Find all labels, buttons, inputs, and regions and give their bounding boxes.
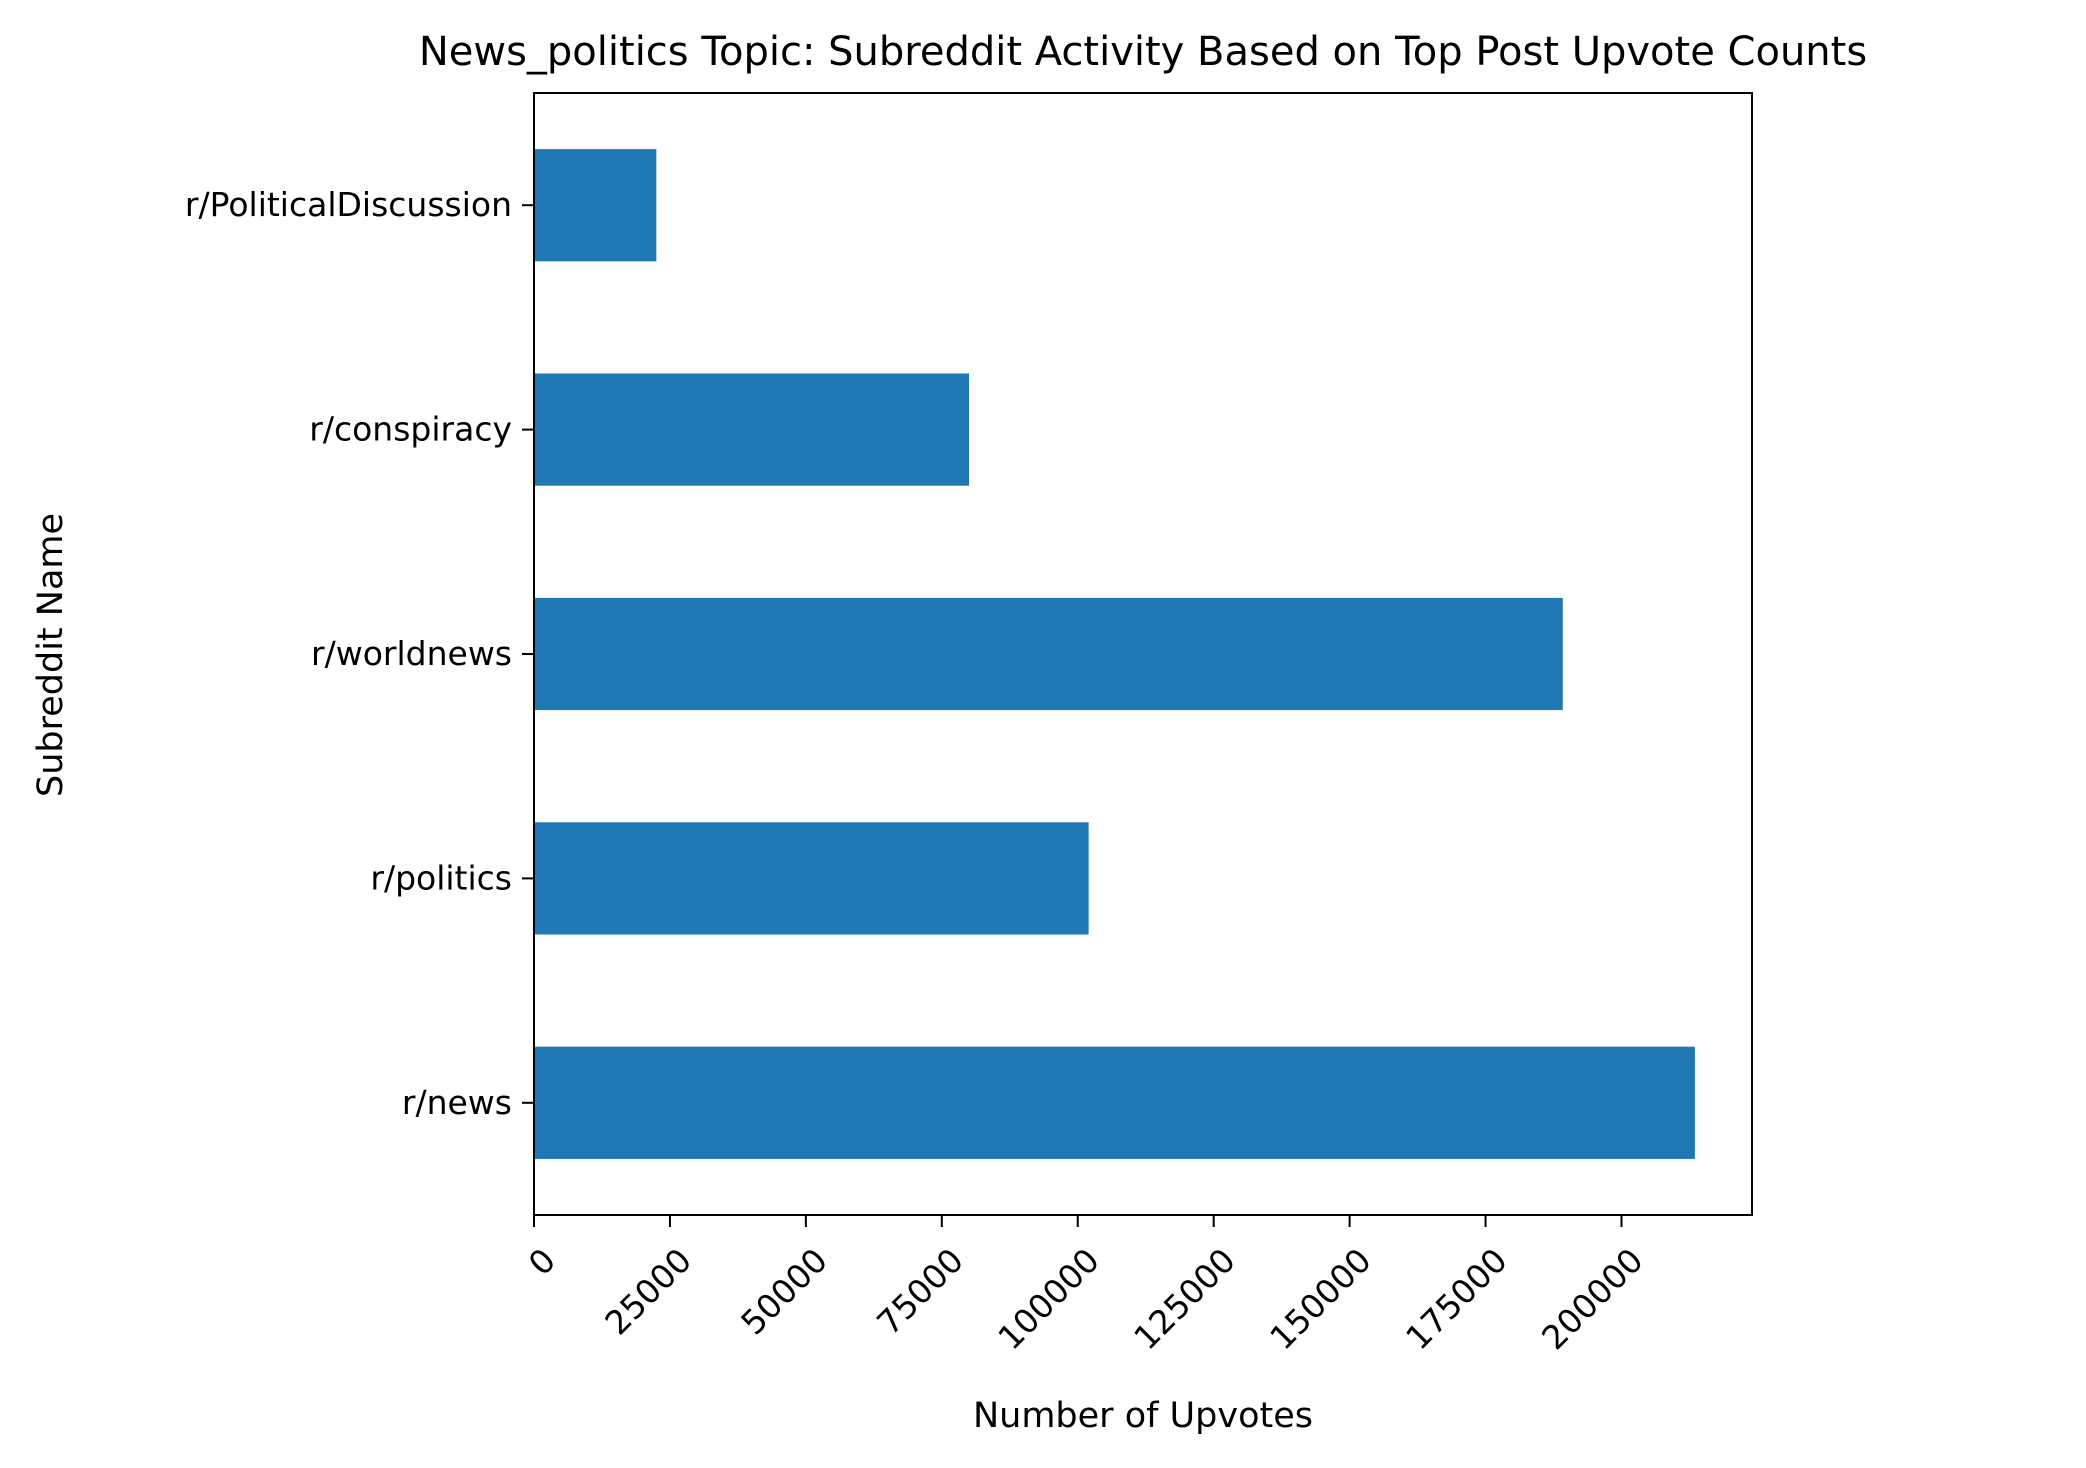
x-tick-label: 200000 — [1534, 1241, 1651, 1358]
x-tick-label: 75000 — [869, 1241, 971, 1343]
chart-title: News_politics Topic: Subreddit Activity … — [419, 29, 1867, 75]
x-tick-label: 0 — [521, 1241, 563, 1283]
bar-r-politics — [534, 822, 1089, 935]
y-tick-label: r/politics — [370, 858, 512, 897]
x-tick-label: 50000 — [733, 1241, 835, 1343]
bar-r-conspiracy — [534, 373, 969, 486]
x-tick-label: 25000 — [597, 1241, 699, 1343]
x-tick-label: 175000 — [1398, 1241, 1515, 1358]
y-axis-label: Subreddit Name — [31, 513, 71, 797]
y-tick-label: r/conspiracy — [309, 410, 512, 449]
bar-r-politicaldiscussion — [534, 149, 657, 262]
x-tick-label: 150000 — [1262, 1241, 1379, 1358]
x-tick-label: 100000 — [990, 1241, 1107, 1358]
y-tick-label: r/PoliticalDiscussion — [185, 185, 512, 224]
bar-r-worldnews — [534, 597, 1563, 711]
axes-layer: r/news r/politics r/worldnews r/conspiracy r… — [185, 92, 1753, 1358]
x-axis-label: Number of Upvotes — [973, 1396, 1313, 1436]
y-tick-label: r/news — [402, 1083, 512, 1122]
plot-frame — [533, 92, 1753, 1216]
x-tick-label: 125000 — [1126, 1241, 1243, 1358]
bars-layer — [534, 149, 1695, 1159]
bar-r-news — [534, 1046, 1695, 1159]
y-tick-label: r/worldnews — [311, 634, 512, 673]
